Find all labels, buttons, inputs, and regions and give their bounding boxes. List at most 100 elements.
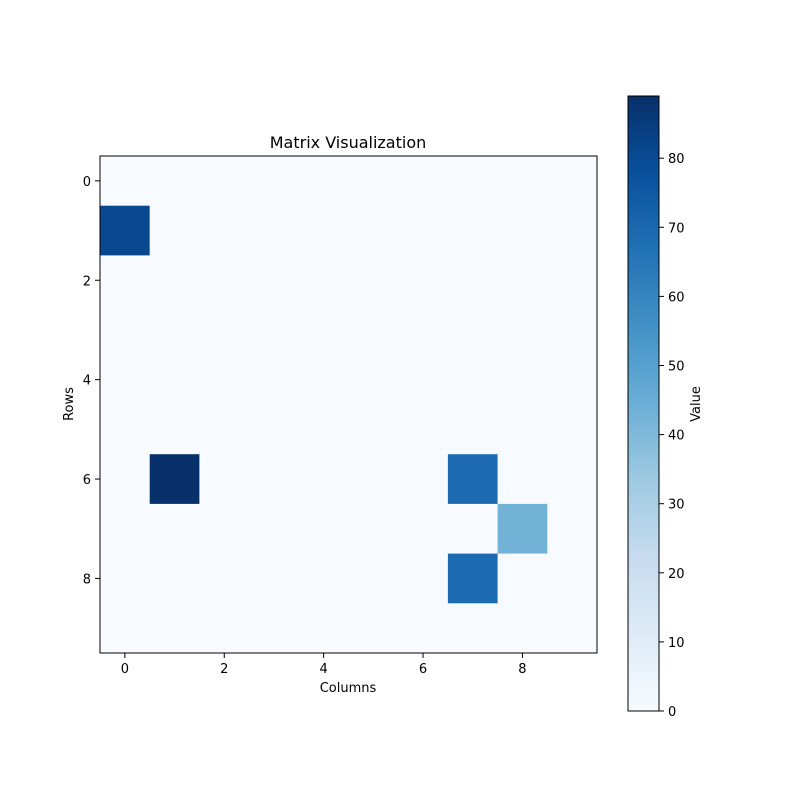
heatmap-cell	[298, 354, 349, 405]
heatmap-cell	[398, 255, 449, 306]
heatmap-cell	[447, 454, 499, 505]
heatmap-cell	[249, 156, 300, 207]
heatmap-cell	[199, 156, 250, 207]
heatmap-cell	[348, 603, 399, 654]
heatmap-cell	[199, 354, 250, 405]
heatmap-cell	[249, 603, 300, 654]
heatmap-cell	[149, 354, 200, 405]
heatmap-cell	[447, 603, 499, 654]
heatmap-cell	[398, 305, 449, 356]
heatmap-cell	[199, 454, 250, 505]
heatmap-cell	[447, 156, 499, 207]
heatmap-cell	[497, 354, 548, 405]
heatmap-cell	[398, 553, 449, 604]
heatmap-cell	[547, 354, 598, 405]
heatmap-cell	[298, 603, 349, 654]
heatmap-cell	[348, 255, 399, 306]
heatmap-cell	[298, 156, 349, 207]
heatmap-cell	[348, 156, 399, 207]
heatmap-cells	[100, 156, 598, 654]
heatmap-cell	[249, 553, 300, 604]
heatmap-cell	[348, 404, 399, 455]
heatmap-cell	[249, 404, 300, 455]
heatmap-cell	[298, 255, 349, 306]
heatmap-cell	[348, 553, 399, 604]
heatmap-cell	[447, 255, 499, 306]
heatmap-cell	[100, 156, 151, 207]
heatmap-cell	[149, 205, 200, 256]
heatmap-cell	[149, 255, 200, 306]
heatmap-cell	[547, 503, 598, 555]
heatmap-cell	[100, 454, 151, 505]
heatmap-cell	[497, 305, 548, 356]
heatmap-cell	[199, 255, 250, 306]
heatmap-cell	[348, 354, 399, 405]
colorbar-ticks: 0 10 20 30 40 50 60 70 80	[659, 152, 685, 720]
heatmap-cell	[149, 503, 200, 555]
y-tick-label: 0	[83, 175, 91, 190]
x-axis-ticks: 0 2 4 6 8	[121, 653, 527, 677]
heatmap-cell	[398, 156, 449, 207]
heatmap-cell	[249, 503, 300, 555]
heatmap-cell	[298, 404, 349, 455]
heatmap-cell	[199, 553, 250, 604]
heatmap-cell	[497, 205, 548, 256]
heatmap-cell	[547, 603, 598, 654]
heatmap-cell	[447, 354, 499, 405]
heatmap-cell	[547, 553, 598, 604]
heatmap-cell	[100, 503, 151, 555]
x-tick-label: 8	[518, 662, 526, 677]
colorbar-tick-label: 80	[668, 152, 685, 167]
heatmap-cell	[100, 553, 151, 604]
heatmap-cell	[100, 255, 151, 306]
heatmap-cell	[249, 354, 300, 405]
colorbar-tick-label: 0	[668, 705, 676, 720]
plot-frame	[99, 155, 598, 654]
heatmap-cell	[547, 454, 598, 505]
heatmap-cell	[149, 156, 200, 207]
heatmap-cell	[497, 503, 548, 555]
heatmap-cell	[398, 404, 449, 455]
heatmap-cell	[547, 156, 598, 207]
heatmap-cell	[497, 553, 548, 604]
colorbar-tick-label: 40	[668, 429, 685, 444]
heatmap-cell	[100, 305, 151, 356]
heatmap-cell	[497, 255, 548, 306]
heatmap-cell	[100, 404, 151, 455]
heatmap-cell	[547, 205, 598, 256]
heatmap-cell	[199, 503, 250, 555]
heatmap-cell	[249, 454, 300, 505]
heatmap-cell	[398, 354, 449, 405]
heatmap-cell	[547, 255, 598, 306]
heatmap-cell	[100, 205, 151, 256]
heatmap-cell	[149, 603, 200, 654]
y-tick-label: 4	[83, 374, 91, 389]
heatmap-cell	[298, 503, 349, 555]
heatmap-cell	[348, 305, 399, 356]
heatmap-cell	[149, 305, 200, 356]
heatmap-cell	[447, 503, 499, 555]
colorbar-tick-label: 10	[668, 636, 685, 651]
heatmap-cell	[547, 404, 598, 455]
heatmap-cell	[348, 503, 399, 555]
heatmap-cell	[298, 305, 349, 356]
colorbar-label: Value	[689, 386, 704, 422]
chart-title: Matrix Visualization	[270, 133, 427, 152]
heatmap-cell	[199, 305, 250, 356]
heatmap-cell	[149, 404, 200, 455]
x-tick-label: 4	[320, 662, 328, 677]
heatmap-cell	[497, 156, 548, 207]
colorbar-tick-label: 50	[668, 359, 685, 374]
heatmap-cell	[298, 205, 349, 256]
heatmap-cell	[249, 255, 300, 306]
heatmap-cell	[249, 305, 300, 356]
heatmap-cell	[497, 603, 548, 654]
x-tick-label: 0	[121, 662, 129, 677]
heatmap-cell	[398, 454, 449, 505]
heatmap-cell	[497, 454, 548, 505]
heatmap-cell	[298, 553, 349, 604]
heatmap-cell	[398, 503, 449, 555]
heatmap-cell	[100, 354, 151, 405]
colorbar-tick-label: 60	[668, 290, 685, 305]
